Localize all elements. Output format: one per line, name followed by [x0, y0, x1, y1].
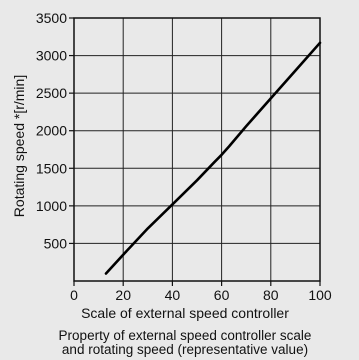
y-tick-label: 500 [44, 235, 68, 251]
x-tick-label: 40 [165, 287, 181, 303]
x-axis-title: Scale of external speed controller [81, 305, 289, 321]
caption-line-1: Property of external speed controller sc… [59, 328, 312, 343]
y-tick-label: 1000 [36, 198, 67, 214]
y-tick-label: 2500 [36, 85, 67, 101]
y-tick-label: 3500 [36, 10, 67, 26]
caption-line-2: and rotating speed (representative value… [62, 342, 308, 357]
y-tick-label: 3000 [36, 48, 67, 64]
y-tick-label: 2000 [36, 123, 67, 139]
grid [74, 17, 320, 281]
x-tick-label: 60 [214, 287, 230, 303]
x-tick-label: 20 [115, 287, 131, 303]
x-tick-label: 100 [308, 287, 332, 303]
plot-frame [73, 17, 321, 282]
y-axis-title: Rotating speed *[r/min] [11, 75, 27, 217]
y-tick-label: 1500 [36, 160, 67, 176]
series-line [104, 41, 322, 275]
x-tick-label: 0 [70, 287, 78, 303]
series-layer [104, 41, 322, 275]
ticks: 500 1000 1500 2000 2500 3000 3500 0 20 40 60 80 100 [36, 10, 332, 303]
x-tick-label: 80 [263, 287, 279, 303]
